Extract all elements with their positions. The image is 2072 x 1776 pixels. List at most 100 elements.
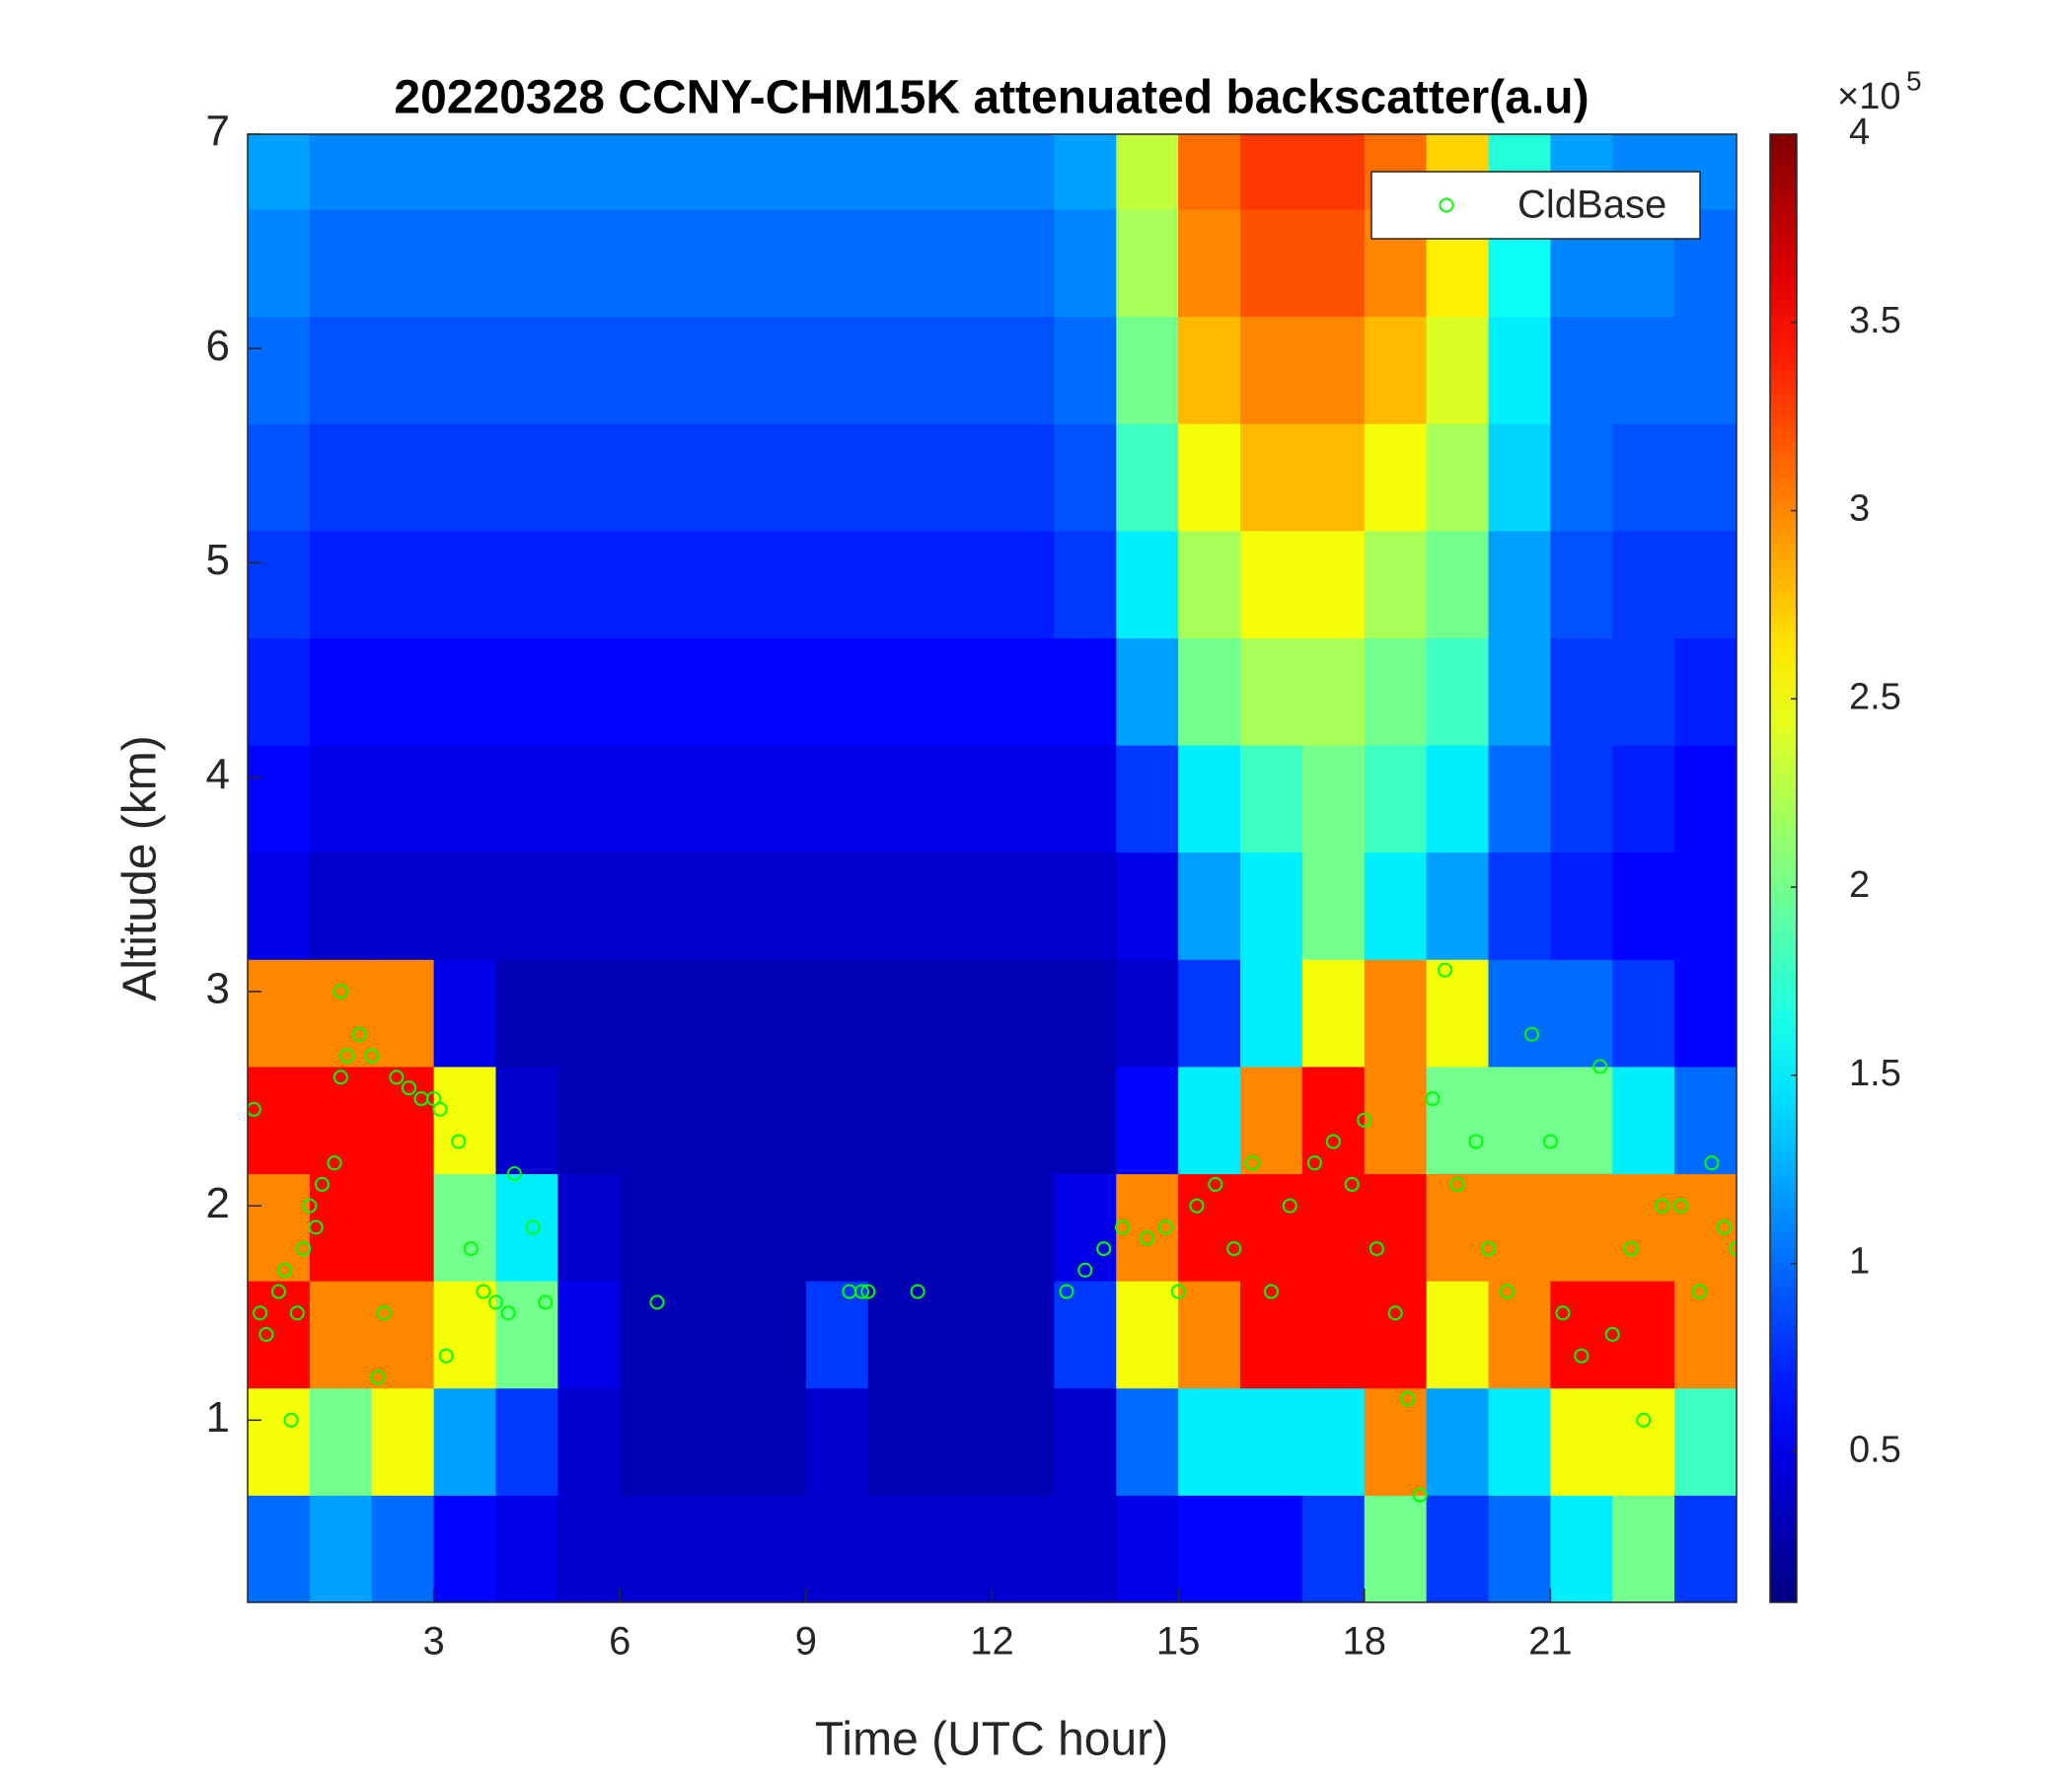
heatmap-cell (1550, 851, 1613, 960)
heatmap-cell (682, 209, 745, 318)
cloud-base-marker (1325, 1134, 1341, 1149)
heatmap-cell (1488, 1173, 1551, 1282)
heatmap-cell (1550, 637, 1613, 746)
cloud-base-marker (327, 1155, 342, 1171)
heatmap-cell (929, 423, 993, 532)
cloud-base-marker (1387, 1305, 1403, 1321)
cloud-base-marker (1542, 1134, 1558, 1149)
heatmap-cell (433, 1495, 496, 1602)
heatmap-cell (1364, 423, 1428, 532)
heatmap-cell (248, 1495, 311, 1602)
heatmap-cell (1488, 1495, 1551, 1602)
heatmap-cell (1612, 745, 1675, 853)
colorbar-tick-label: 1.5 (1849, 1053, 1901, 1094)
heatmap-cell (1301, 134, 1366, 210)
heatmap-cell (1301, 1173, 1366, 1282)
cloud-base-marker (302, 1198, 318, 1214)
heatmap-cell (1301, 1281, 1366, 1389)
heatmap-cell (992, 959, 1055, 1068)
heatmap-cell (371, 1495, 435, 1602)
heatmap-cell (1488, 1281, 1551, 1389)
heatmap-cell (371, 1173, 435, 1282)
heatmap-cell (744, 1387, 807, 1496)
heatmap-cell (1054, 423, 1117, 532)
heatmap-cell (1178, 1281, 1241, 1389)
heatmap-cell (620, 959, 683, 1068)
heatmap-cell (1612, 530, 1675, 638)
heatmap-cell (1301, 745, 1366, 853)
heatmap-cell (1426, 1387, 1489, 1496)
heatmap-cell (1240, 1387, 1303, 1496)
heatmap-cell (557, 959, 621, 1068)
heatmap-cell (1054, 1281, 1117, 1389)
heatmap-cell (495, 745, 558, 853)
cloud-base-marker (1691, 1284, 1707, 1299)
heatmap-cell (1612, 1281, 1675, 1389)
heatmap-cell (1550, 959, 1613, 1068)
heatmap-cell (1488, 959, 1551, 1068)
heatmap (248, 134, 1737, 1602)
heatmap-cell (371, 423, 435, 532)
heatmap-cell (805, 530, 869, 638)
heatmap-cell (1674, 637, 1737, 746)
heatmap-cell (433, 423, 496, 532)
heatmap-cell (805, 1173, 869, 1282)
heatmap-cell (682, 1387, 745, 1496)
heatmap-cell (620, 530, 683, 638)
legend-label: CldBase (1517, 184, 1666, 227)
cloud-base-marker (389, 1070, 405, 1085)
heatmap-cell (309, 316, 373, 424)
heatmap-cell (1364, 745, 1428, 853)
heatmap-cell (1116, 316, 1179, 424)
heatmap-cell (1301, 423, 1366, 532)
heatmap-cell (371, 530, 435, 638)
heatmap-cell (1301, 530, 1366, 638)
heatmap-cell (682, 316, 745, 424)
heatmap-cell (805, 423, 869, 532)
heatmap-cell (744, 134, 807, 210)
cloud-base-marker (1592, 1059, 1608, 1074)
heatmap-cell (620, 209, 683, 318)
heatmap-cell (309, 745, 373, 853)
cloud-base-marker (1059, 1284, 1074, 1299)
heatmap-cell (309, 134, 373, 210)
heatmap-cell (1116, 637, 1179, 746)
heatmap-cell (1674, 1387, 1737, 1496)
cloud-base-marker (1481, 1241, 1496, 1257)
heatmap-cell (1550, 316, 1613, 424)
heatmap-cell (805, 1495, 869, 1602)
cloud-base-marker (1282, 1198, 1297, 1214)
cloud-base-marker (910, 1284, 925, 1299)
heatmap-cell (248, 1173, 311, 1282)
heatmap-cell (744, 530, 807, 638)
heatmap-cell (1550, 1173, 1613, 1282)
heatmap-cell (495, 1495, 558, 1602)
heatmap-cell (744, 209, 807, 318)
cloud-base-marker (432, 1101, 448, 1117)
heatmap-cell (1178, 637, 1241, 746)
heatmap-cell (805, 959, 869, 1068)
heatmap-cell (1116, 423, 1179, 532)
heatmap-cell (433, 851, 496, 960)
cloud-base-marker (1306, 1155, 1322, 1171)
y-tick-label: 4 (206, 750, 230, 798)
heatmap-cell (1116, 1495, 1179, 1602)
cloud-base-marker (1704, 1155, 1720, 1171)
heatmap-cell (1488, 1387, 1551, 1496)
heatmap-cell (1674, 1173, 1737, 1282)
heatmap-cell (309, 530, 373, 638)
cloud-base-marker (283, 1412, 299, 1428)
legend: CldBase (1370, 171, 1701, 240)
cloud-base-marker (506, 1166, 522, 1182)
x-tick-label: 18 (1343, 1620, 1387, 1664)
cloud-base-marker (538, 1295, 554, 1310)
heatmap-cell (557, 316, 621, 424)
heatmap-cell (1116, 1066, 1179, 1175)
heatmap-cell (1612, 423, 1675, 532)
colorbar-multiplier: ×10 (1837, 76, 1900, 117)
x-tick-label: 12 (970, 1620, 1014, 1664)
heatmap-cell (867, 851, 931, 960)
heatmap-cell (1674, 1281, 1737, 1389)
heatmap-cell (1488, 745, 1551, 853)
